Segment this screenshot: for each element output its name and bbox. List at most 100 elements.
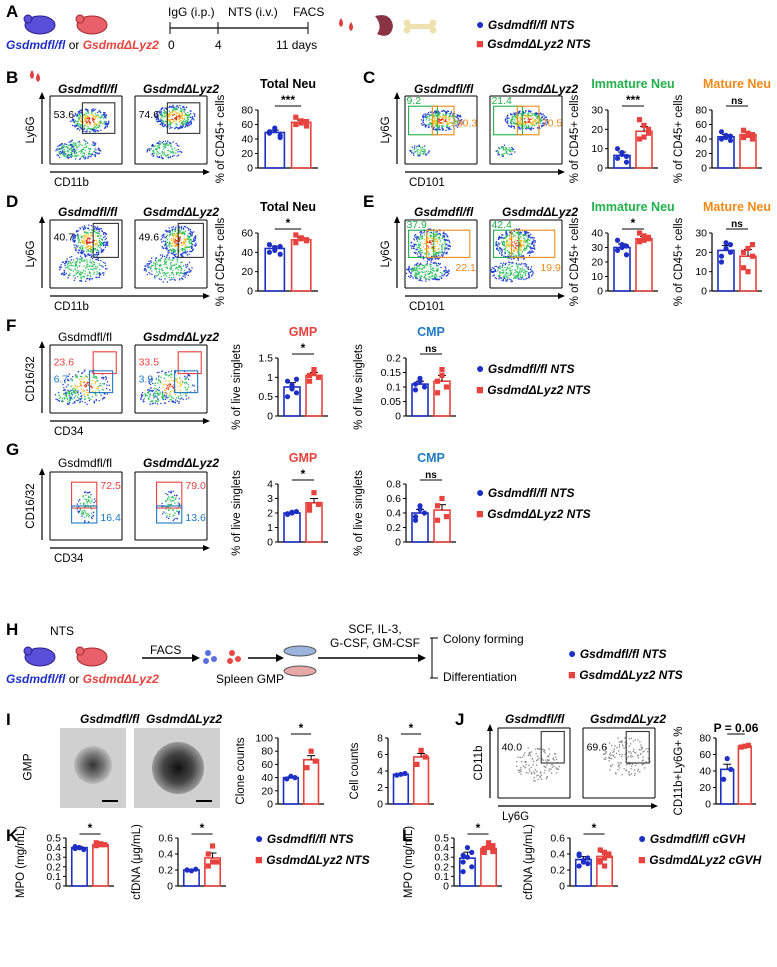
data-point	[289, 386, 294, 391]
flow-event	[88, 500, 89, 501]
flow-event	[178, 107, 179, 108]
flow-event	[420, 278, 421, 279]
flow-event	[83, 251, 84, 252]
flow-event	[62, 153, 63, 154]
flow-event	[86, 234, 87, 235]
flow-event	[543, 749, 544, 750]
flow-event	[169, 257, 170, 258]
flow-event	[87, 492, 88, 493]
flow-event	[81, 156, 82, 157]
flow-event	[72, 146, 73, 147]
flow-event	[179, 117, 180, 118]
flow-event	[517, 237, 518, 238]
flow-event	[451, 111, 452, 112]
flow-event	[420, 249, 421, 250]
flow-event	[156, 143, 157, 144]
flow-event	[514, 272, 515, 273]
flow-event	[507, 123, 508, 124]
flow-event	[76, 153, 77, 154]
flow-event	[162, 397, 163, 398]
flow-event	[84, 232, 85, 233]
flow-event	[168, 259, 169, 260]
flow-event	[84, 253, 85, 254]
flow-event	[427, 259, 428, 260]
flow-event	[86, 113, 87, 114]
flow-event	[105, 247, 106, 248]
flow-xlabel: CD101	[409, 301, 445, 313]
flow-event	[93, 261, 94, 262]
flow-event	[419, 276, 420, 277]
flow-event	[411, 247, 412, 248]
flow-event	[95, 123, 96, 124]
flow-event	[71, 259, 72, 260]
flow-event	[157, 398, 158, 399]
flow-event	[436, 233, 437, 234]
flow-event	[521, 232, 522, 233]
flow-event	[519, 117, 520, 118]
y-tick-label: 6	[377, 749, 383, 761]
sig-label: *	[301, 467, 306, 481]
flow-event	[99, 385, 100, 386]
flow-event	[162, 371, 163, 372]
flow-event	[433, 123, 434, 124]
flow-event	[88, 397, 89, 398]
flow-event	[514, 151, 515, 152]
flow-event	[424, 151, 425, 152]
flow-event	[450, 112, 451, 113]
flow-event	[423, 258, 424, 259]
flow-event	[176, 124, 177, 125]
flow-event	[94, 240, 95, 241]
flow-event	[417, 149, 418, 150]
data-point	[311, 490, 316, 495]
flow-event	[168, 384, 169, 385]
flow-event	[141, 394, 142, 395]
flow-event	[188, 379, 189, 380]
flow-event	[503, 146, 504, 147]
flow-event	[525, 110, 526, 111]
flow-event	[533, 123, 534, 124]
flow-event	[182, 231, 183, 232]
flow-event	[509, 262, 510, 263]
flow-event	[97, 266, 98, 267]
flow-event	[77, 504, 78, 505]
flow-event	[530, 113, 531, 114]
flow-event	[505, 263, 506, 264]
flow-event	[433, 262, 434, 263]
flow-event	[96, 376, 97, 377]
flow-event	[176, 272, 177, 273]
data-point	[435, 518, 440, 523]
y-tick-label: 0	[701, 286, 707, 298]
flow-event	[59, 269, 60, 270]
flow-event	[76, 155, 77, 156]
flow-ylabel: CD16/32	[25, 356, 37, 401]
flow-event	[168, 371, 169, 372]
flow-event	[70, 262, 71, 263]
flow-event	[164, 113, 165, 114]
flow-event	[99, 122, 100, 123]
y-tick-label: 4	[267, 479, 273, 491]
flow-event	[89, 121, 90, 122]
flow-event	[66, 395, 67, 396]
flow-event	[74, 153, 75, 154]
flow-event	[530, 269, 531, 270]
flow-event	[412, 268, 413, 269]
flow-event	[70, 121, 71, 122]
y-axis-label: % of live singlets	[353, 344, 365, 430]
flow-event	[195, 235, 196, 236]
flow-event	[410, 275, 411, 276]
flow-event	[514, 119, 515, 120]
flow-event	[103, 272, 104, 273]
flow-event	[163, 121, 164, 122]
flow-event	[84, 394, 85, 395]
flow-event	[511, 119, 512, 120]
flow-event	[509, 154, 510, 155]
flow-event	[82, 272, 83, 273]
flow-event	[428, 126, 429, 127]
flow-event	[107, 242, 108, 243]
flow-event	[427, 114, 428, 115]
gate-value: 37.9	[406, 219, 427, 231]
flow-event	[535, 240, 536, 241]
flow-event	[160, 112, 161, 113]
flow-event	[174, 114, 175, 115]
flow-event	[94, 498, 95, 499]
